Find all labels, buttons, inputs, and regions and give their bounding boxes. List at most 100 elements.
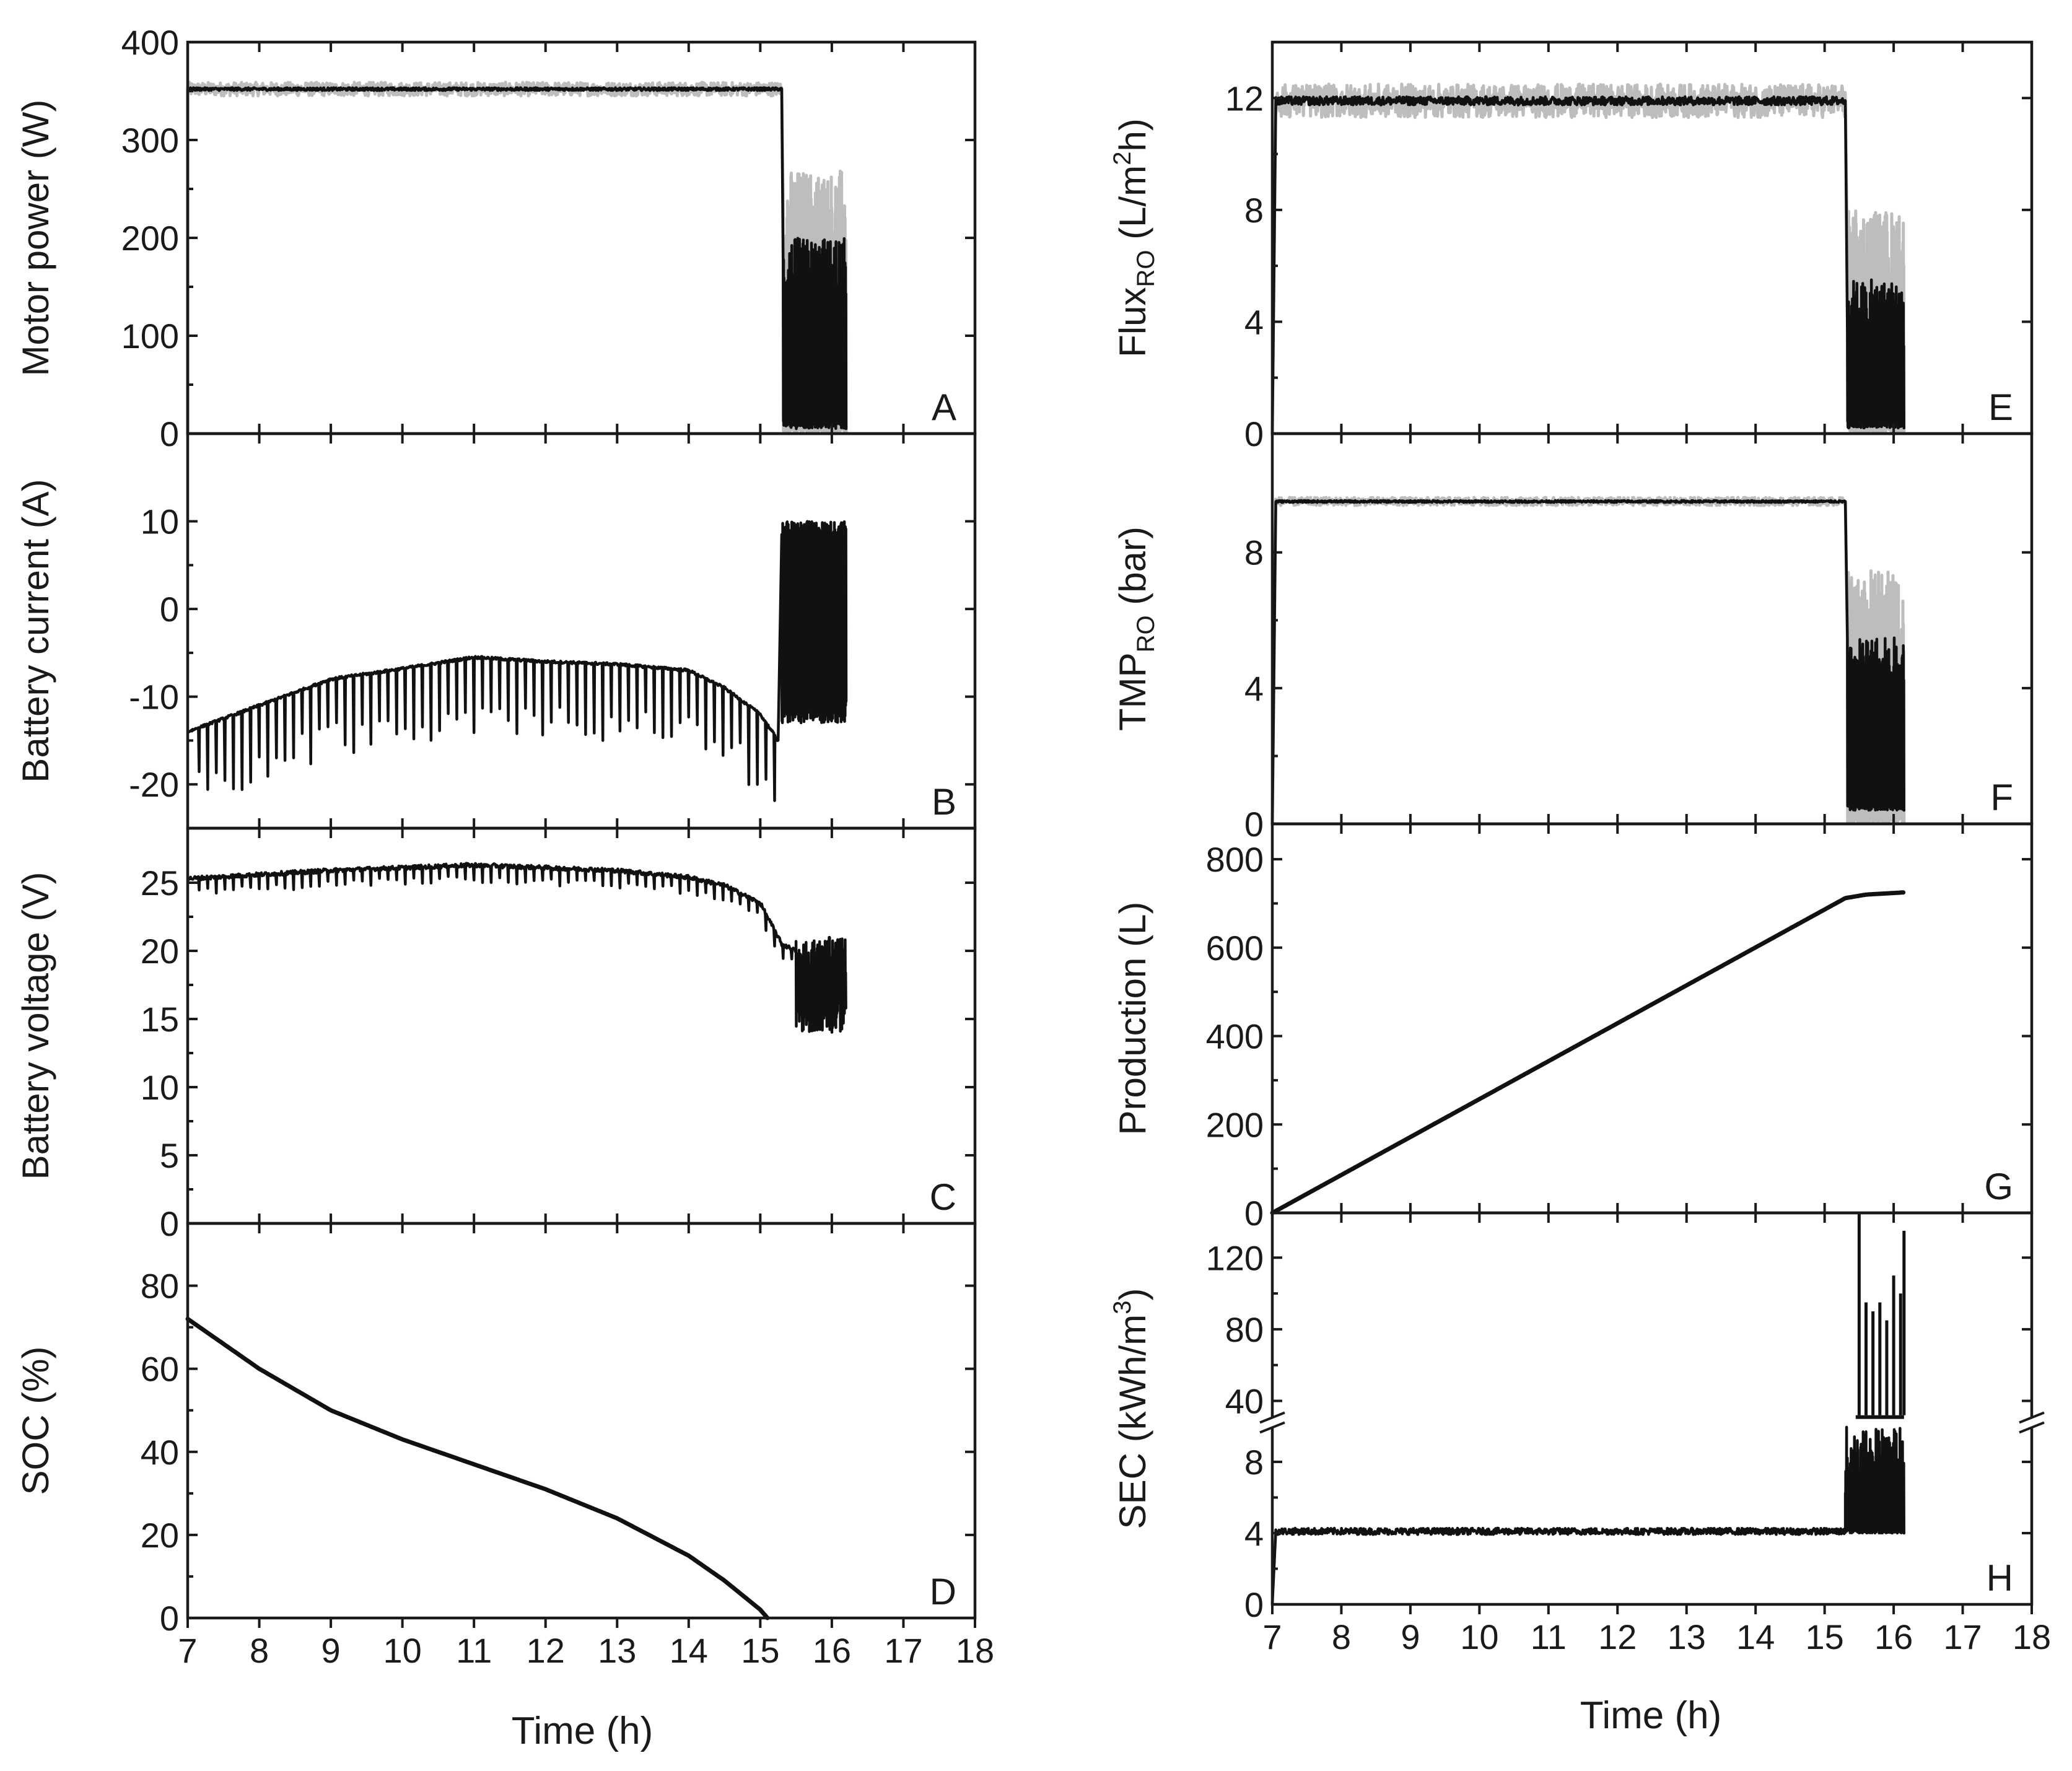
y-axis-title-A: Motor power (W) (15, 100, 56, 377)
axis-break-mark (2019, 1421, 2045, 1434)
y-tick-label: 0 (1244, 805, 1264, 844)
panel-label-E: E (1988, 387, 2013, 428)
series-D-SOC (185, 1316, 770, 1620)
x-tick-label: 9 (321, 1631, 341, 1670)
y-tick-label: 4 (1244, 302, 1264, 341)
y-tick-label: -20 (129, 765, 179, 804)
y-tick-label: 8 (1244, 191, 1264, 230)
x-tick-label: 11 (1531, 1617, 1567, 1656)
y-axis-title-B: Battery current (A) (15, 479, 56, 782)
x-tick-label: 14 (1736, 1617, 1775, 1656)
y-tick-label: 4 (1244, 669, 1264, 708)
y-axis-title-C: Battery voltage (V) (15, 872, 56, 1180)
x-tick-label: 10 (1460, 1617, 1498, 1656)
x-tick-label: 12 (527, 1631, 565, 1670)
series-C-voltage (186, 862, 847, 1034)
y-axis-title-part: RO (1132, 250, 1160, 287)
x-tick-label: 10 (383, 1631, 421, 1670)
panel-label-F: F (1990, 777, 2013, 818)
panel-frame-D (186, 1222, 977, 1620)
y-tick-label: 8 (1244, 533, 1264, 572)
y-tick-label: 10 (141, 502, 179, 541)
panel-A: 0 100 200 300 400 A Motor power (W) (15, 23, 977, 453)
x-tick-label: 17 (884, 1631, 922, 1670)
x-tick-label: 16 (1874, 1617, 1913, 1656)
x-tick-label: 12 (1598, 1617, 1637, 1656)
y-tick-label: 100 (121, 317, 179, 356)
y-tick-label: 40 (1225, 1382, 1264, 1421)
y-tick-label: 200 (121, 219, 179, 258)
y-axis-title-part: TMP (1112, 652, 1153, 731)
y-tick-label: 60 (141, 1350, 179, 1389)
panel-label-H: H (1987, 1557, 2013, 1599)
panel-F: 0 4 8 F TMPRO (bar) (1112, 432, 2034, 844)
y-axis-title-F: TMPRO (bar) (1112, 527, 1160, 731)
y-axis-title-part: Flux (1112, 287, 1153, 357)
y-tick-label: 4 (1244, 1514, 1264, 1553)
y-tick-label: 400 (1206, 1017, 1264, 1056)
x-tick-label: 11 (456, 1631, 492, 1670)
series-E-averaged (1270, 95, 1906, 435)
axis-break-mark (1259, 1411, 1285, 1424)
x-tick-label: 15 (1805, 1617, 1843, 1656)
y-axis-title-part: ) (1112, 1288, 1153, 1301)
y-tick-label: 80 (141, 1267, 179, 1306)
panel-frame-C (186, 826, 977, 1225)
series-B-current (186, 520, 848, 802)
y-tick-label: 400 (121, 23, 179, 62)
y-tick-label: 0 (160, 1204, 179, 1243)
x-axis-title-right: Time (h) (1580, 1694, 1721, 1737)
sec-spike-band (1855, 1415, 1904, 1419)
y-tick-label: 0 (160, 1599, 179, 1638)
x-axis-title-left: Time (h) (512, 1710, 653, 1752)
panel-frame-B (186, 432, 977, 830)
panel-label-C: C (930, 1176, 956, 1218)
x-tick-label: 8 (250, 1631, 269, 1670)
x-tick-label: 18 (956, 1631, 994, 1670)
x-tick-label: 18 (2013, 1617, 2051, 1656)
series-G-production (1270, 890, 1906, 1215)
x-tick-label: 14 (670, 1631, 708, 1670)
x-tick-label: 7 (178, 1631, 197, 1670)
y-tick-label: 0 (1244, 1585, 1264, 1624)
axis-break-mark (1259, 1421, 1285, 1434)
panel-E: 0 4 8 12 E FluxRO (L/m2h) (1109, 40, 2034, 453)
y-tick-label: 200 (1206, 1105, 1264, 1144)
x-tick-label: 13 (598, 1631, 636, 1670)
x-tick-label: 9 (1401, 1617, 1420, 1656)
y-tick-label: 20 (141, 1516, 179, 1555)
panel-frame-A (186, 40, 977, 435)
y-tick-label: 120 (1206, 1238, 1264, 1277)
series-E-raw (1270, 82, 1906, 435)
y-axis-title-D: SOC (%) (15, 1347, 56, 1495)
series-A-raw (186, 81, 848, 435)
series-A-averaged (186, 86, 848, 435)
panel-label-G: G (1984, 1166, 2013, 1207)
y-axis-title-part: 2 (1109, 152, 1136, 165)
y-tick-label: 0 (1244, 414, 1264, 453)
y-tick-label: 20 (141, 932, 179, 971)
axis-break-mark (2019, 1411, 2045, 1424)
y-tick-label: 0 (160, 590, 179, 629)
x-tick-label: 15 (741, 1631, 779, 1670)
y-tick-label: -10 (129, 678, 179, 717)
y-tick-label: 10 (141, 1068, 179, 1107)
y-tick-label: 25 (141, 864, 179, 903)
x-tick-label: 8 (1332, 1617, 1351, 1656)
series-F-raw (1270, 496, 1906, 826)
y-tick-label: 0 (160, 414, 179, 453)
x-tick-label: 7 (1262, 1617, 1282, 1656)
panel-label-A: A (932, 387, 956, 428)
y-tick-label: 300 (121, 121, 179, 160)
panel-B: -20 -10 0 10 B Battery current (A) (15, 432, 977, 830)
y-tick-label: 800 (1206, 840, 1264, 879)
panel-D: 0 20 40 60 80 7 8 9 10 11 12 13 14 15 16 17 18D SOC (%) (15, 1222, 994, 1670)
x-tick-label: 17 (1943, 1617, 1982, 1656)
y-tick-label: 5 (160, 1136, 179, 1175)
panel-frame-H (1270, 1211, 2034, 1606)
y-axis-title-part: RO (1132, 615, 1160, 652)
panel-frame-G (1270, 822, 2034, 1215)
y-axis-title-part: SEC (kWh/m (1112, 1314, 1153, 1529)
x-tick-label: 16 (813, 1631, 851, 1670)
